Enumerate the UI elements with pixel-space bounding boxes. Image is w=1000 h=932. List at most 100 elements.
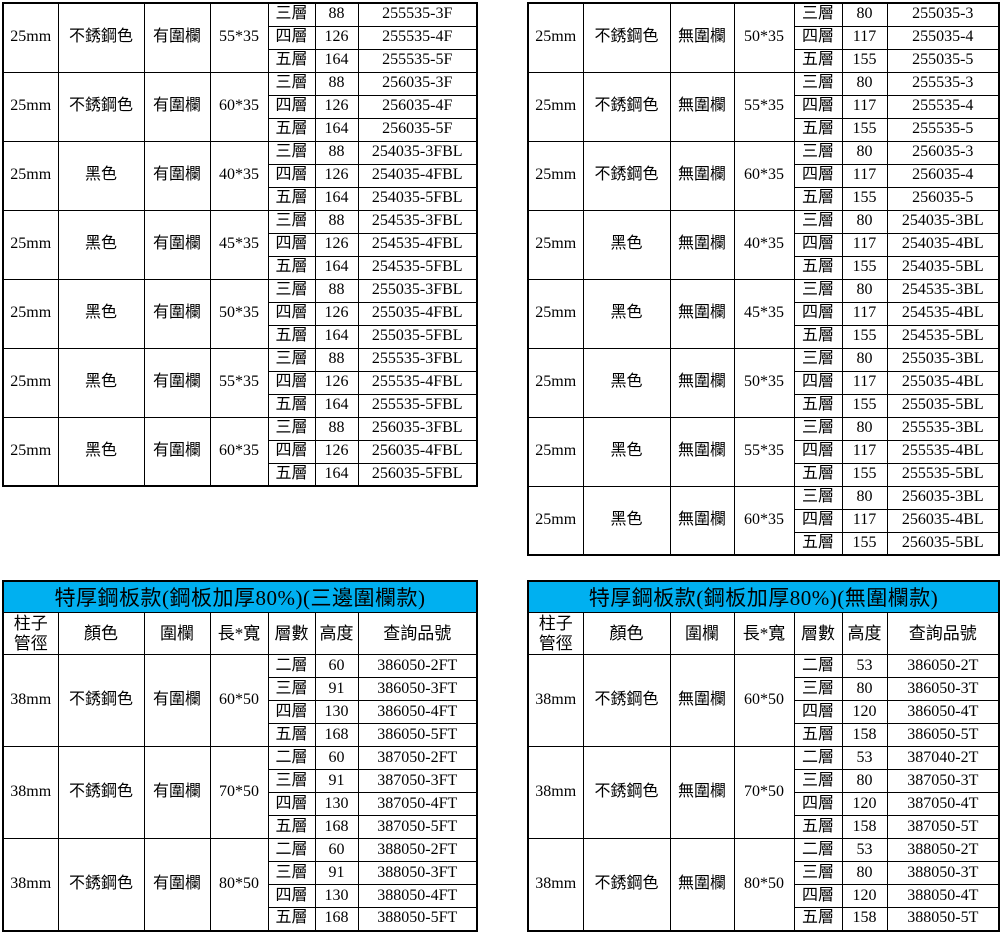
col-header-layers: 層數 bbox=[793, 612, 843, 655]
height-cell: 130 bbox=[314, 792, 359, 816]
table-row: 四層 126 255035-4FBL bbox=[3, 301, 478, 326]
item-code-cell: 388050-2T bbox=[886, 838, 1000, 862]
fence-cell: 有圍欄 bbox=[143, 140, 211, 211]
table-row: 38mm 不銹鋼色 有圍欄 70*50 二層 60 387050-2FT bbox=[2, 746, 478, 839]
height-cell: 80 bbox=[841, 2, 888, 27]
height-cell: 164 bbox=[314, 186, 359, 211]
height-cell: 158 bbox=[841, 723, 888, 747]
pipe-diameter-cell: 25mm bbox=[2, 416, 59, 487]
table-row: 四層 130 387050-4FT bbox=[3, 792, 478, 816]
table-row: 四層 120 386050-4T bbox=[528, 700, 1000, 724]
layer-cell: 五層 bbox=[267, 255, 316, 280]
layer-cell: 三層 bbox=[267, 769, 316, 793]
height-cell: 168 bbox=[314, 907, 359, 931]
layer-cell: 三層 bbox=[793, 416, 843, 441]
table-row: 五層 164 254535-5FBL bbox=[3, 255, 478, 280]
height-cell: 117 bbox=[841, 232, 888, 257]
item-code-cell: 255035-4 bbox=[886, 25, 1000, 50]
table-row: 38mm 不銹鋼色 無圍欄 60*50 二層 53 386050-2T bbox=[527, 654, 1000, 747]
col-header-color: 顏色 bbox=[57, 612, 145, 655]
table-25mm-unfenced: 25mm 不銹鋼色 無圍欄 50*35 三層 80 255035-3 四層 117 255035-… bbox=[527, 2, 1000, 556]
pipe-diameter-cell: 25mm bbox=[2, 2, 59, 73]
color-cell: 不銹鋼色 bbox=[582, 746, 671, 839]
item-code-cell: 387050-2FT bbox=[357, 746, 478, 770]
fence-cell: 無圍欄 bbox=[669, 347, 735, 418]
table-body: 25mm 不銹鋼色 有圍欄 55*35 三層 88 255535-3F 四層 126 255535… bbox=[2, 2, 478, 487]
table-row: 四層 120 387050-4T bbox=[528, 792, 1000, 816]
layer-cell: 三層 bbox=[267, 278, 316, 303]
height-cell: 80 bbox=[841, 677, 888, 701]
table-38mm-unfenced: 特厚鋼板款(鋼板加厚80%)(無圍欄款) 柱子 管徑 顏色 圍欄 長*寬 層數 … bbox=[527, 580, 1000, 932]
layer-cell: 五層 bbox=[793, 48, 843, 73]
col-header-size: 長*寬 bbox=[733, 612, 795, 655]
height-cell: 126 bbox=[314, 370, 359, 395]
table-row: 25mm 黑色 有圍欄 45*35 三層 88 254535-3FBL bbox=[2, 209, 478, 280]
table-row: 25mm 不銹鋼色 無圍欄 60*35 三層 80 256035-3 bbox=[527, 140, 1000, 211]
height-cell: 155 bbox=[841, 117, 888, 142]
color-cell: 不銹鋼色 bbox=[57, 654, 145, 747]
item-code-cell: 386050-5FT bbox=[357, 723, 478, 747]
fence-cell: 有圍欄 bbox=[143, 347, 211, 418]
height-cell: 80 bbox=[841, 71, 888, 96]
layer-cell: 四層 bbox=[793, 508, 843, 533]
item-code-cell: 387040-2T bbox=[886, 746, 1000, 770]
pipe-diameter-cell: 38mm bbox=[527, 838, 584, 931]
item-code-cell: 256035-4BL bbox=[886, 508, 1000, 533]
table-head: 特厚鋼板款(鋼板加厚80%)(無圍欄款) 柱子 管徑 顏色 圍欄 長*寬 層數 … bbox=[527, 580, 1000, 655]
layer-cell: 二層 bbox=[793, 654, 843, 678]
table-row: 五層 155 254535-5BL bbox=[528, 324, 1000, 349]
height-cell: 164 bbox=[314, 48, 359, 73]
col-header-fence: 圍欄 bbox=[669, 612, 735, 655]
color-cell: 不銹鋼色 bbox=[582, 838, 671, 931]
size-cell: 55*35 bbox=[733, 71, 795, 142]
pipe-diameter-cell: 25mm bbox=[527, 278, 584, 349]
item-code-cell: 386050-4T bbox=[886, 700, 1000, 724]
fence-cell: 無圍欄 bbox=[669, 71, 735, 142]
item-code-cell: 256035-3FBL bbox=[357, 416, 478, 441]
column-header-row: 柱子 管徑 顏色 圍欄 長*寬 層數 高度 查詢品號 bbox=[527, 612, 1000, 655]
height-cell: 126 bbox=[314, 232, 359, 257]
item-code-cell: 387050-5T bbox=[886, 815, 1000, 839]
height-cell: 155 bbox=[841, 186, 888, 211]
height-cell: 80 bbox=[841, 485, 888, 510]
height-cell: 158 bbox=[841, 815, 888, 839]
layer-cell: 四層 bbox=[267, 232, 316, 257]
layer-cell: 四層 bbox=[267, 792, 316, 816]
table-row: 38mm 不銹鋼色 無圍欄 70*50 二層 53 387040-2T bbox=[527, 746, 1000, 839]
item-code-cell: 255535-4BL bbox=[886, 439, 1000, 464]
table-row: 三層 80 387050-3T bbox=[528, 769, 1000, 793]
height-cell: 120 bbox=[841, 884, 888, 908]
height-cell: 117 bbox=[841, 94, 888, 119]
fence-cell: 有圍欄 bbox=[143, 416, 211, 487]
item-code-cell: 255035-5FBL bbox=[357, 324, 478, 349]
table-row: 五層 164 256035-5FBL bbox=[3, 462, 478, 487]
item-code-cell: 256035-5 bbox=[886, 186, 1000, 211]
color-cell: 不銹鋼色 bbox=[57, 71, 145, 142]
layer-cell: 五層 bbox=[267, 393, 316, 418]
layer-cell: 三層 bbox=[793, 769, 843, 793]
table-row: 38mm 不銹鋼色 有圍欄 80*50 二層 60 388050-2FT bbox=[2, 838, 478, 931]
item-code-cell: 255035-5BL bbox=[886, 393, 1000, 418]
layer-cell: 五層 bbox=[793, 907, 843, 931]
item-code-cell: 386050-2T bbox=[886, 654, 1000, 678]
height-cell: 60 bbox=[314, 838, 359, 862]
item-code-cell: 256035-3F bbox=[357, 71, 478, 96]
table-row: 四層 117 255535-4BL bbox=[528, 439, 1000, 464]
color-cell: 黑色 bbox=[57, 278, 145, 349]
item-code-cell: 254535-5FBL bbox=[357, 255, 478, 280]
pipe-diameter-cell: 25mm bbox=[527, 485, 584, 556]
item-code-cell: 254035-4BL bbox=[886, 232, 1000, 257]
layer-cell: 五層 bbox=[267, 48, 316, 73]
fence-cell: 無圍欄 bbox=[669, 485, 735, 556]
table-row: 四層 130 386050-4FT bbox=[3, 700, 478, 724]
layer-cell: 三層 bbox=[267, 416, 316, 441]
table-row: 五層 158 386050-5T bbox=[528, 723, 1000, 747]
table-row: 38mm 不銹鋼色 無圍欄 80*50 二層 53 388050-2T bbox=[527, 838, 1000, 931]
size-cell: 45*35 bbox=[733, 278, 795, 349]
fence-cell: 無圍欄 bbox=[669, 140, 735, 211]
item-code-cell: 254535-3FBL bbox=[357, 209, 478, 234]
pipe-diameter-cell: 25mm bbox=[527, 416, 584, 487]
item-code-cell: 256035-5BL bbox=[886, 531, 1000, 556]
table-row: 25mm 黑色 無圍欄 50*35 三層 80 255035-3BL bbox=[527, 347, 1000, 418]
item-code-cell: 388050-5FT bbox=[357, 907, 478, 931]
